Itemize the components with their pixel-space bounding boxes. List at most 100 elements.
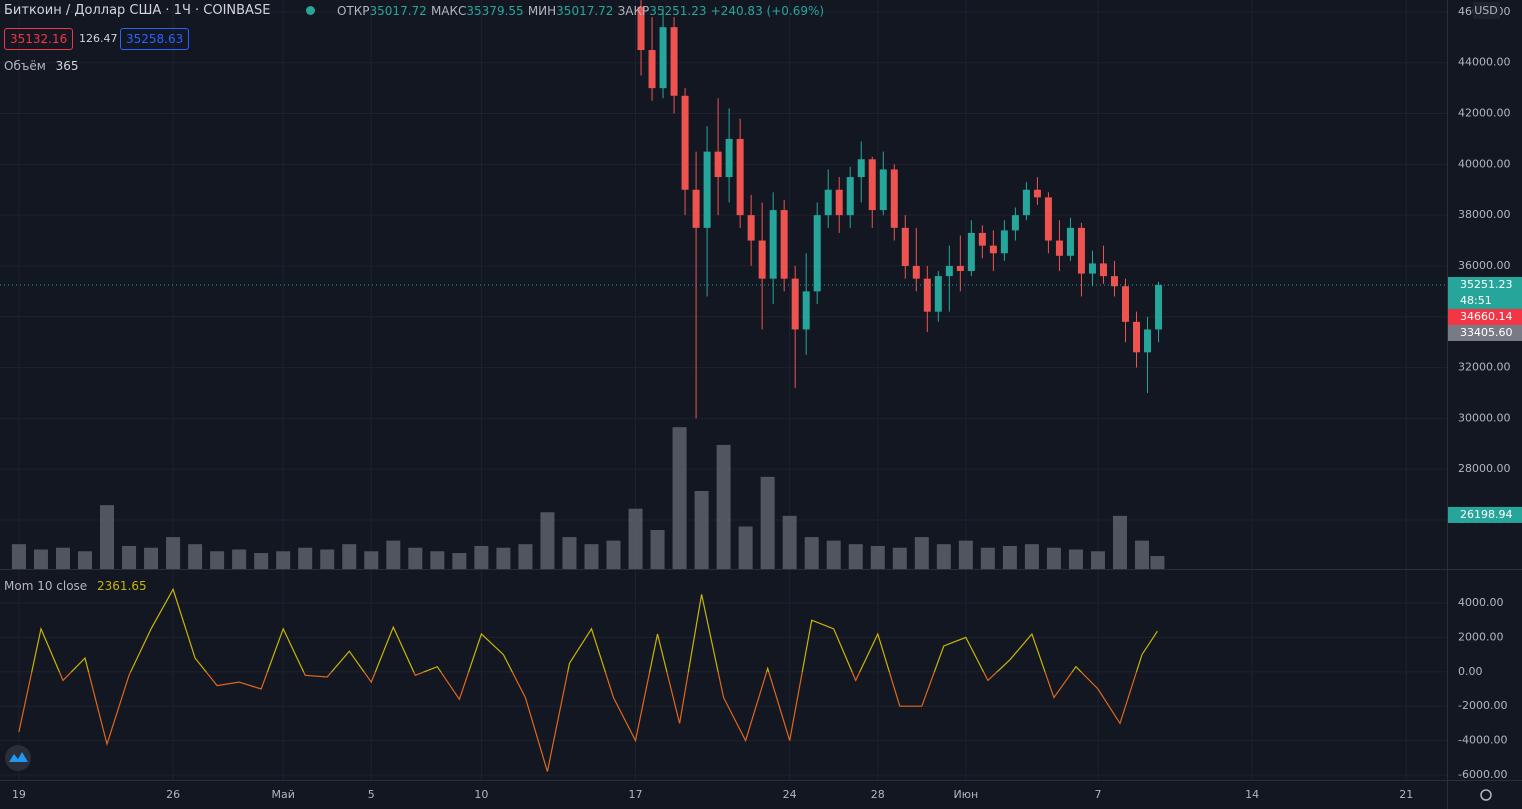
candle-body xyxy=(956,265,964,272)
candle-body xyxy=(835,189,843,216)
x-tick-label: 28 xyxy=(871,788,885,801)
y-tick-label: -2000.00 xyxy=(1458,699,1507,712)
x-tick-label: 14 xyxy=(1245,788,1259,801)
candle-body xyxy=(802,291,810,330)
volume-bar xyxy=(760,476,775,569)
candle-body xyxy=(1144,329,1152,353)
symbol-title[interactable]: Биткоин / Доллар США · 1Ч · COINBASE xyxy=(4,3,271,18)
candle-body xyxy=(1110,276,1118,287)
volume-bar xyxy=(892,547,907,569)
volume-legend: Объём 365 xyxy=(4,57,79,75)
candle-body xyxy=(857,159,865,178)
volume-bar xyxy=(848,544,863,569)
candle-body xyxy=(824,189,832,216)
close-label: ЗАКР xyxy=(617,4,650,18)
volume-bar xyxy=(804,537,819,569)
candle-body xyxy=(1033,189,1041,198)
volume-bar xyxy=(606,540,621,569)
candle-body xyxy=(736,138,744,216)
volume-pane xyxy=(11,427,1165,569)
volume-bar xyxy=(914,537,929,569)
low-label: МИН xyxy=(527,4,557,18)
candle-body xyxy=(813,215,821,292)
y-tick-label: 42000.00 xyxy=(1458,107,1511,120)
ohlc-legend: ОТКР35017.72 МАКС35379.55 МИН35017.72 ЗА… xyxy=(337,2,824,21)
x-tick-label: 10 xyxy=(474,788,488,801)
candle-body xyxy=(1077,227,1085,274)
candle-body xyxy=(681,95,689,190)
currency-badge[interactable] xyxy=(1473,2,1500,19)
candle-body xyxy=(747,215,755,241)
close-value: 35251.23 xyxy=(649,4,707,18)
volume-bar xyxy=(738,526,753,569)
x-tick-label: 24 xyxy=(783,788,797,801)
candle-body xyxy=(989,245,997,254)
price-badge-countdown: 48:51 xyxy=(1460,294,1492,307)
candle-body xyxy=(1133,321,1141,353)
volume-bar xyxy=(144,547,159,569)
bid-button[interactable]: 35132.16 xyxy=(4,28,74,50)
market-status xyxy=(306,6,315,15)
volume-bar xyxy=(628,508,643,569)
volume-bar xyxy=(1112,515,1127,569)
price-badges: 35251.23 48:51 34660.14 33405.60 26198.94 xyxy=(1448,276,1522,523)
volume-bar xyxy=(562,537,577,569)
volume-bar xyxy=(958,540,973,569)
y-tick-label: 0.00 xyxy=(1458,665,1483,678)
high-label: МАКС xyxy=(430,4,467,18)
candle-body xyxy=(703,151,711,228)
x-tick-label: Май xyxy=(271,788,294,801)
candle-body xyxy=(967,232,975,272)
candle-body xyxy=(1022,189,1030,216)
candle-body xyxy=(1066,227,1074,256)
x-tick-label: 7 xyxy=(1094,788,1101,801)
candle-body xyxy=(846,177,854,216)
volume-bar xyxy=(1135,540,1150,569)
x-tick-label: 5 xyxy=(368,788,375,801)
candle-body xyxy=(901,227,909,266)
currency: USD xyxy=(1474,4,1498,17)
high-value: 35379.55 xyxy=(466,4,524,18)
volume-bar xyxy=(100,505,115,569)
y-tick-label: 40000.00 xyxy=(1458,157,1511,170)
volume-bar xyxy=(980,547,995,569)
volume-bar xyxy=(78,551,93,569)
logo[interactable] xyxy=(5,745,31,771)
volume-bar xyxy=(826,540,841,569)
volume-bar xyxy=(188,544,203,569)
volume-bar xyxy=(716,444,731,569)
candle-body xyxy=(890,169,898,228)
ask-button[interactable]: 35258.63 xyxy=(120,28,190,50)
y-tick-label: 32000.00 xyxy=(1458,361,1511,374)
candle-body xyxy=(769,210,777,279)
candle-body xyxy=(912,265,920,279)
candle-body xyxy=(791,278,799,330)
candle-body xyxy=(659,27,667,89)
candle-body xyxy=(1055,240,1063,256)
settings-button[interactable] xyxy=(1480,789,1492,801)
momentum-line xyxy=(18,587,1158,772)
volume-bar xyxy=(254,553,269,569)
volume-bar xyxy=(870,545,885,569)
momentum-pane xyxy=(18,587,1158,772)
open-value: 35017.72 xyxy=(369,4,427,18)
volume-bar xyxy=(782,515,797,569)
y-tick-label: 44000.00 xyxy=(1458,56,1511,69)
volume-bar xyxy=(122,545,137,569)
price-badge xyxy=(1448,308,1522,325)
volume-bar xyxy=(408,547,423,569)
volume-bar xyxy=(210,551,225,569)
volume-bar xyxy=(540,512,555,569)
grid xyxy=(0,0,1447,780)
volume-bar xyxy=(936,544,951,569)
y-tick-label: -4000.00 xyxy=(1458,734,1507,747)
volume-bar xyxy=(1150,556,1165,569)
low-value: 35017.72 xyxy=(556,4,614,18)
candle-body xyxy=(1000,230,1008,254)
y-tick-label: 38000.00 xyxy=(1458,208,1511,221)
volume-bar xyxy=(298,547,313,569)
candle-body xyxy=(637,6,645,51)
candle-body xyxy=(1044,197,1052,241)
